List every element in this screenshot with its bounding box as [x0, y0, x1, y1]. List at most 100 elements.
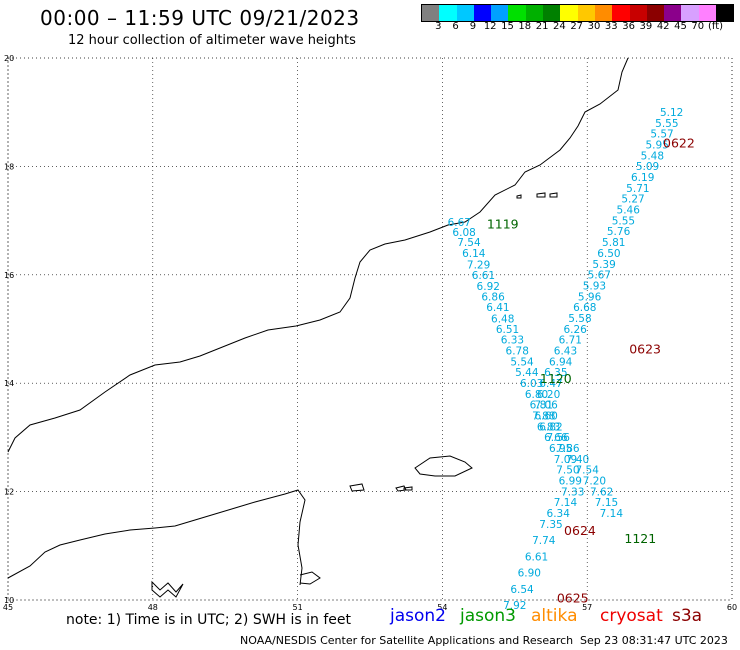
legend-tick-label: 9: [469, 21, 477, 32]
wave-height-value: 7.50: [556, 465, 579, 477]
track-east: 5.125.555.575.955.485.096.195.715.275.46…: [532, 107, 683, 520]
wave-height-value: 5.81: [602, 237, 625, 249]
legend-tick-label: 30: [587, 21, 601, 32]
x-axis-label: 51: [293, 603, 303, 612]
legend-swatch-11: [612, 5, 630, 21]
legend-tick-label: 70: [691, 21, 705, 32]
legend-tick-label: 36: [622, 21, 635, 32]
wave-height-value: 6.78: [506, 345, 529, 357]
satellite-label-jason2: jason2: [390, 606, 446, 626]
legend-tick-label: 21: [535, 21, 549, 32]
wave-height-value: 6.61: [472, 270, 495, 282]
x-axis-label: 54: [437, 603, 447, 612]
y-axis-label: 12: [4, 488, 14, 497]
legend-swatch-8: [560, 5, 578, 21]
legend-swatch-3: [473, 5, 492, 21]
pass-time-label: 0622: [663, 135, 695, 150]
wave-height-value: 5.48: [641, 150, 664, 162]
pass-time-label: 1119: [487, 217, 519, 232]
wave-height-value: 7.14: [554, 497, 578, 509]
satellite-label-jason3: jason3: [460, 606, 516, 626]
wave-height-value: 6.99: [559, 476, 582, 488]
footer-timestamp: Sep 23 08:31:47 UTC 2023: [580, 634, 728, 647]
legend-swatch-12: [629, 5, 647, 21]
y-axis-label: 18: [4, 162, 14, 171]
wave-height-value: 5.39: [592, 259, 615, 271]
wave-height-value: 5.54: [510, 356, 534, 368]
legend-swatch-10: [594, 5, 613, 21]
y-axis-label: 14: [4, 379, 14, 388]
wave-height-value: 7.14: [600, 508, 624, 520]
wave-height-value: 6.08: [452, 227, 475, 239]
x-axis-label: 45: [3, 603, 13, 612]
wave-height-value: 6.66: [544, 432, 568, 444]
legend-tick-label: 27: [570, 21, 584, 32]
color-legend: [421, 4, 735, 22]
y-axis-label: 16: [4, 271, 14, 280]
plot-frame: [7, 57, 733, 601]
wave-height-value: 7.33: [561, 486, 584, 498]
legend-swatch-6: [525, 5, 544, 21]
wave-height-value: 6.20: [537, 389, 560, 401]
wave-height-value: 6.82: [539, 421, 562, 433]
x-axis-label: 57: [582, 603, 592, 612]
footer-credit: NOAA/NESDIS Center for Satellite Applica…: [240, 634, 574, 647]
pass-time-label: 1120: [540, 371, 572, 386]
legend-tick-label: 33: [604, 21, 618, 32]
legend-swatch-16: [698, 5, 717, 21]
legend-swatch-5: [508, 5, 526, 21]
legend-tick-label: 12: [483, 21, 497, 32]
wave-height-value: 6.94: [549, 356, 573, 368]
legend-tick-label: 6: [452, 21, 459, 32]
y-axis-label: 20: [4, 54, 14, 63]
legend-swatch-17: [716, 5, 734, 21]
x-axis-label: 60: [727, 603, 737, 612]
wave-height-value: 7.06: [534, 400, 558, 412]
wave-height-value: 6.92: [477, 281, 500, 293]
wave-height-value: 6.67: [448, 217, 471, 229]
wave-height-value: 6.47: [539, 378, 562, 390]
legend-swatch-4: [491, 5, 509, 21]
legend-swatch-2: [456, 5, 474, 21]
pass-time-label: 1121: [624, 531, 656, 546]
wave-height-value: 7.92: [503, 600, 526, 612]
legend-swatch-14: [664, 5, 682, 21]
legend-swatch-1: [439, 5, 457, 21]
legend-tick-label: 3: [435, 21, 442, 32]
legend-tick-label: 42: [656, 21, 670, 32]
wave-height-value: 6.26: [563, 324, 587, 336]
wave-height-value: 6.86: [481, 291, 505, 303]
map-title: 00:00 – 11:59 UTC 09/21/2023: [40, 6, 360, 30]
wave-height-value: 6.71: [559, 335, 582, 347]
wave-height-value: 5.57: [650, 129, 673, 141]
legend-swatch-13: [646, 5, 665, 21]
legend-tick-label: 45: [674, 21, 687, 32]
wave-height-value: 5.44: [515, 367, 539, 379]
wave-height-value: 7.54: [457, 237, 481, 249]
y-axis-label: 10: [4, 596, 14, 605]
legend-swatch-9: [577, 5, 595, 21]
wave-height-value: 6.50: [597, 248, 620, 260]
map-subtitle: 12 hour collection of altimeter wave hei…: [68, 33, 356, 48]
wave-height-value: 6.80: [525, 389, 548, 401]
wave-height-value: 6.03: [520, 378, 543, 390]
wave-height-value: 7.40: [566, 454, 589, 466]
wave-height-value: 7.86: [556, 443, 580, 455]
wave-height-value: 6.35: [544, 367, 567, 379]
legend-tick-label: 24: [553, 21, 566, 32]
wave-height-value: 7.54: [576, 465, 600, 477]
legend-tick-label: 15: [501, 21, 514, 32]
pass-time-label: 0623: [629, 341, 661, 356]
legend-tick-label: 18: [518, 21, 532, 32]
track-west: 6.676.087.546.147.296.616.926.866.416.48…: [448, 217, 585, 612]
time-labels: 0622 1119 0623 1120 0624 1121 0625: [487, 135, 695, 605]
wave-height-value: 6.19: [631, 172, 654, 184]
coastline: [7, 57, 629, 598]
wave-height-value: 6.68: [573, 302, 596, 314]
wave-height-value: 7.20: [583, 476, 606, 488]
wave-height-value: 6.34: [547, 508, 571, 520]
legend-swatch-15: [681, 5, 699, 21]
wave-height-value: 6.60: [534, 411, 557, 423]
wave-height-value: 7.15: [595, 497, 618, 509]
